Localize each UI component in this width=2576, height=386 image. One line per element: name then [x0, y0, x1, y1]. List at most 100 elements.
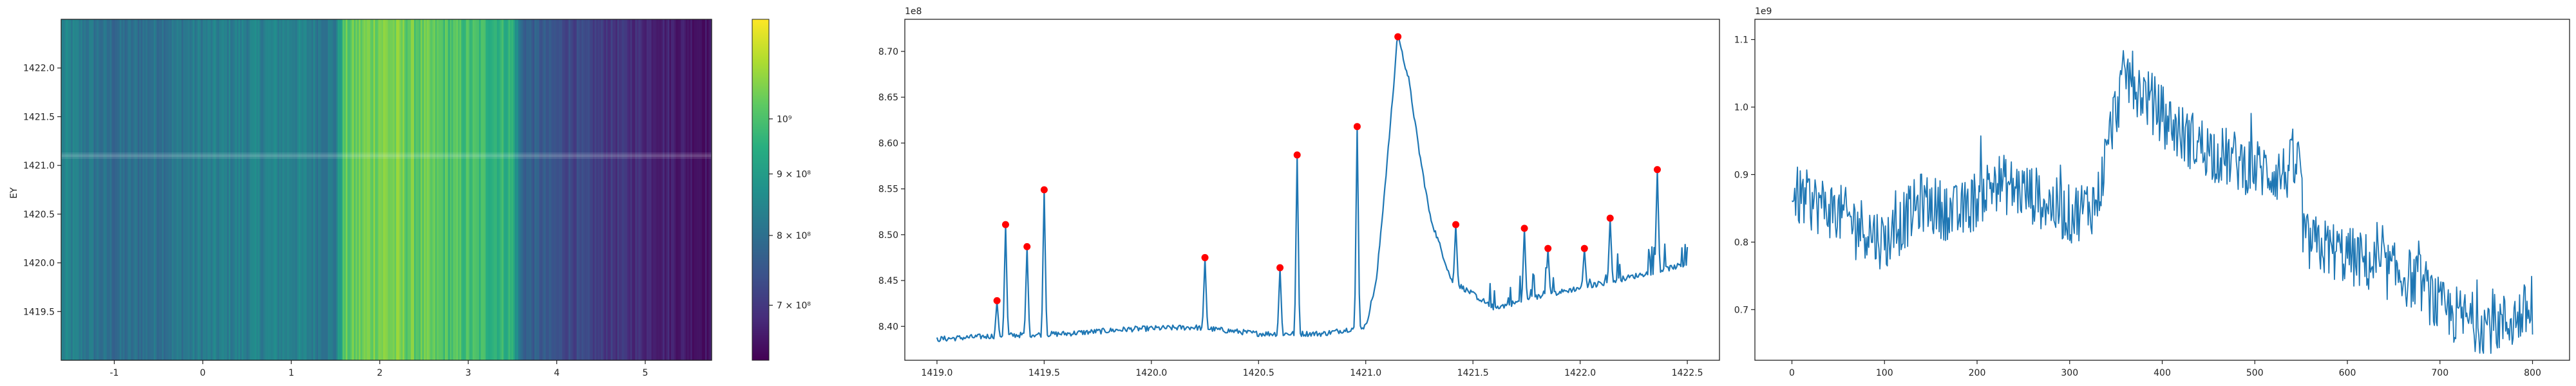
heatmap-column [428, 19, 431, 360]
heatmap-column [598, 19, 600, 360]
heatmap-column [645, 19, 647, 360]
peaks-y-tick-label: 8.65 [878, 93, 898, 103]
heatmap-column [376, 19, 379, 360]
heatmap-column [266, 19, 269, 360]
peak-marker [1580, 244, 1588, 252]
heatmap-column [348, 19, 352, 360]
heatmap-column [122, 19, 126, 360]
heatmap-column [207, 19, 210, 360]
heatmap-column [486, 19, 488, 360]
heatmap-column [191, 19, 194, 360]
heatmap-y-tick-label: 1419.5 [23, 307, 55, 317]
heatmap-column [511, 19, 514, 360]
heatmap-column [256, 19, 259, 360]
heatmap-column [133, 19, 135, 360]
heatmap-column [373, 19, 375, 360]
heatmap-column [175, 19, 177, 360]
peak-marker [1653, 166, 1661, 174]
heatmap-column [294, 19, 296, 360]
heatmap-column [498, 19, 501, 360]
heatmap-column [303, 19, 306, 360]
heatmap-column [407, 19, 410, 360]
heatmap-column [475, 19, 478, 360]
heatmap-column [214, 19, 216, 360]
peak-marker [1040, 186, 1048, 194]
heatmap-column [260, 19, 262, 360]
heatmap-column [471, 19, 473, 360]
heatmap-column [328, 19, 330, 360]
heatmap-column [396, 19, 399, 360]
heatmap-column [314, 19, 317, 360]
heatmap-column [199, 19, 202, 360]
heatmap-column [609, 19, 612, 360]
heatmap-column [684, 19, 687, 360]
heatmap-y-tick-label: 1422.0 [23, 64, 55, 74]
heatmap-column [201, 19, 204, 360]
heatmap-column [710, 19, 712, 360]
heatmap-column [317, 19, 321, 360]
peaks-markers [993, 33, 1661, 304]
series-x-tick-label: 700 [2431, 368, 2448, 378]
heatmap-column [301, 19, 304, 360]
series-x-tick-label: 400 [2154, 368, 2171, 378]
heatmap-column [594, 19, 597, 360]
peaks-x-tick-label: 1421.0 [1350, 368, 1381, 378]
peaks-y-ticks: 8.40 8.45 8.50 8.55 8.60 8.65 8.70 [878, 47, 905, 332]
heatmap-column [347, 19, 350, 360]
heatmap-column [383, 19, 386, 360]
heatmap-column [183, 19, 185, 360]
heatmap-column [305, 19, 307, 360]
heatmap-column [365, 19, 368, 360]
heatmap-column [106, 19, 109, 360]
heatmap-column [629, 19, 631, 360]
heatmap-column [298, 19, 301, 360]
heatmap-column [409, 19, 412, 360]
heatmap-column [700, 19, 703, 360]
heatmap-column [193, 19, 195, 360]
heatmap-column [474, 19, 477, 360]
heatmap-column [88, 19, 91, 360]
heatmap-column [676, 19, 678, 360]
heatmap-column [531, 19, 533, 360]
heatmap-column [524, 19, 527, 360]
series-y-tick-label: 0.8 [1734, 237, 1748, 248]
heatmap-column [484, 19, 486, 360]
heatmap-column [126, 19, 129, 360]
heatmap-y-ticks: 1419.5 1420.0 1420.5 1421.0 1421.5 1422.0 [23, 64, 61, 317]
heatmap-column [319, 19, 322, 360]
series-x-ticks: 0 100 200 300 400 500 600 700 800 [1789, 360, 2541, 378]
heatmap-column [502, 19, 504, 360]
series-x-tick-label: 500 [2246, 368, 2264, 378]
heatmap-column [555, 19, 558, 360]
heatmap-column [635, 19, 638, 360]
heatmap-column [497, 19, 499, 360]
heatmap-column [658, 19, 660, 360]
heatmap-column [352, 19, 355, 360]
heatmap-column [178, 19, 180, 360]
heatmap-column [194, 19, 197, 360]
heatmap-column [576, 19, 579, 360]
heatmap-column [167, 19, 169, 360]
heatmap-column [506, 19, 509, 360]
heatmap-column [75, 19, 78, 360]
heatmap-column [551, 19, 553, 360]
heatmap-column [542, 19, 545, 360]
heatmap-column [672, 19, 675, 360]
heatmap-column [97, 19, 99, 360]
heatmap-column [653, 19, 656, 360]
heatmap-column [238, 19, 241, 360]
heatmap-column [282, 19, 285, 360]
heatmap-column [690, 19, 693, 360]
heatmap-column [493, 19, 496, 360]
heatmap-column [592, 19, 595, 360]
heatmap-column [313, 19, 316, 360]
heatmap-x-tick-label: 0 [200, 368, 205, 378]
heatmap-column [433, 19, 436, 360]
heatmap-column [706, 19, 709, 360]
heatmap-column [215, 19, 218, 360]
heatmap-column [91, 19, 95, 360]
heatmap-column [62, 19, 65, 360]
heatmap-column [362, 19, 365, 360]
heatmap-column [77, 19, 80, 360]
heatmap-column [674, 19, 677, 360]
